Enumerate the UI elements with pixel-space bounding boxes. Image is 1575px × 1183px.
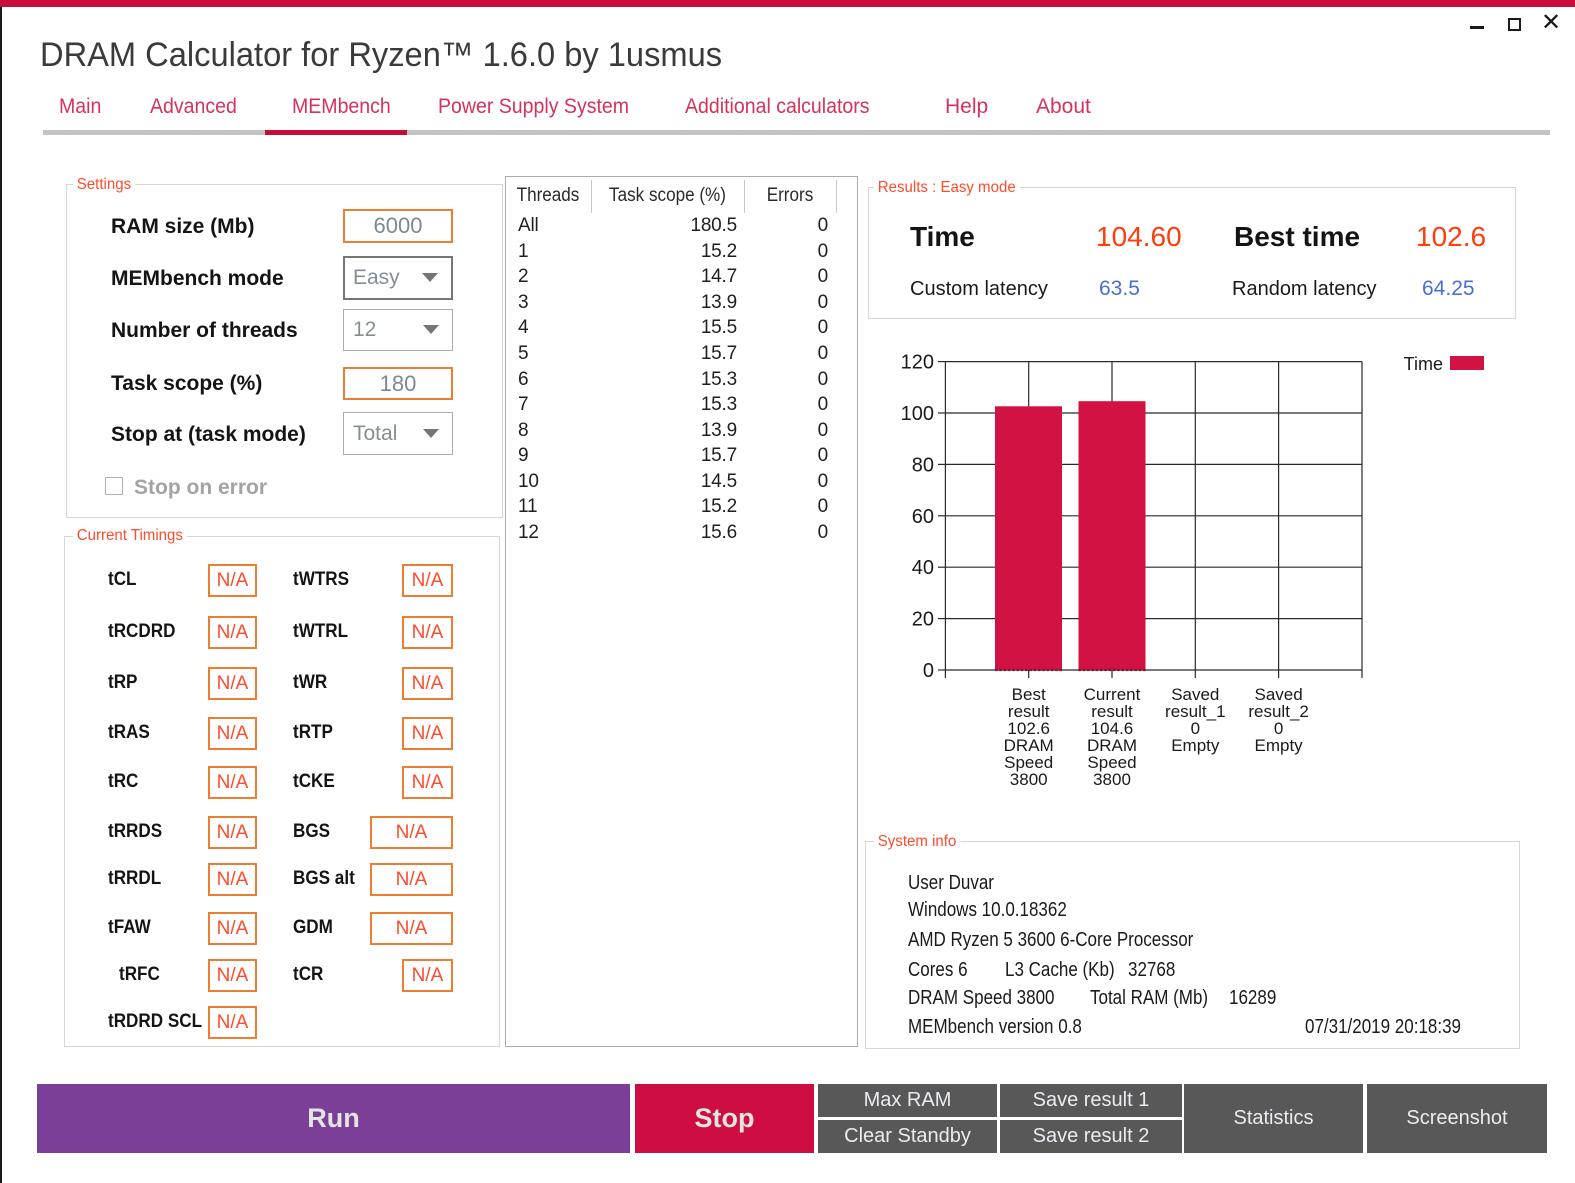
svg-text:DRAM: DRAM [1087, 736, 1137, 755]
svg-text:result: result [1008, 702, 1050, 721]
svg-text:Time: Time [1404, 354, 1443, 374]
svg-text:Current: Current [1084, 685, 1141, 704]
svg-text:120: 120 [901, 352, 934, 374]
svg-text:result_2: result_2 [1248, 702, 1308, 721]
svg-text:60: 60 [912, 506, 934, 528]
svg-text:Empty: Empty [1171, 736, 1220, 755]
svg-text:Speed: Speed [1087, 753, 1136, 772]
svg-text:104.6: 104.6 [1091, 719, 1134, 738]
svg-text:0: 0 [1191, 719, 1200, 738]
svg-text:100: 100 [901, 403, 934, 425]
svg-text:20: 20 [912, 609, 934, 631]
svg-text:result: result [1091, 702, 1133, 721]
svg-text:Speed: Speed [1004, 753, 1053, 772]
svg-text:0: 0 [923, 660, 934, 682]
svg-text:Saved: Saved [1171, 685, 1219, 704]
svg-text:result_1: result_1 [1165, 702, 1225, 721]
svg-text:3800: 3800 [1010, 770, 1048, 789]
svg-text:Empty: Empty [1255, 736, 1304, 755]
svg-text:3800: 3800 [1093, 770, 1131, 789]
svg-text:DRAM: DRAM [1004, 736, 1054, 755]
svg-text:Saved: Saved [1254, 685, 1302, 704]
svg-text:0: 0 [1274, 719, 1283, 738]
svg-text:80: 80 [912, 454, 934, 476]
svg-text:102.6: 102.6 [1007, 719, 1050, 738]
svg-text:Best: Best [1012, 685, 1046, 704]
svg-text:40: 40 [912, 557, 934, 579]
